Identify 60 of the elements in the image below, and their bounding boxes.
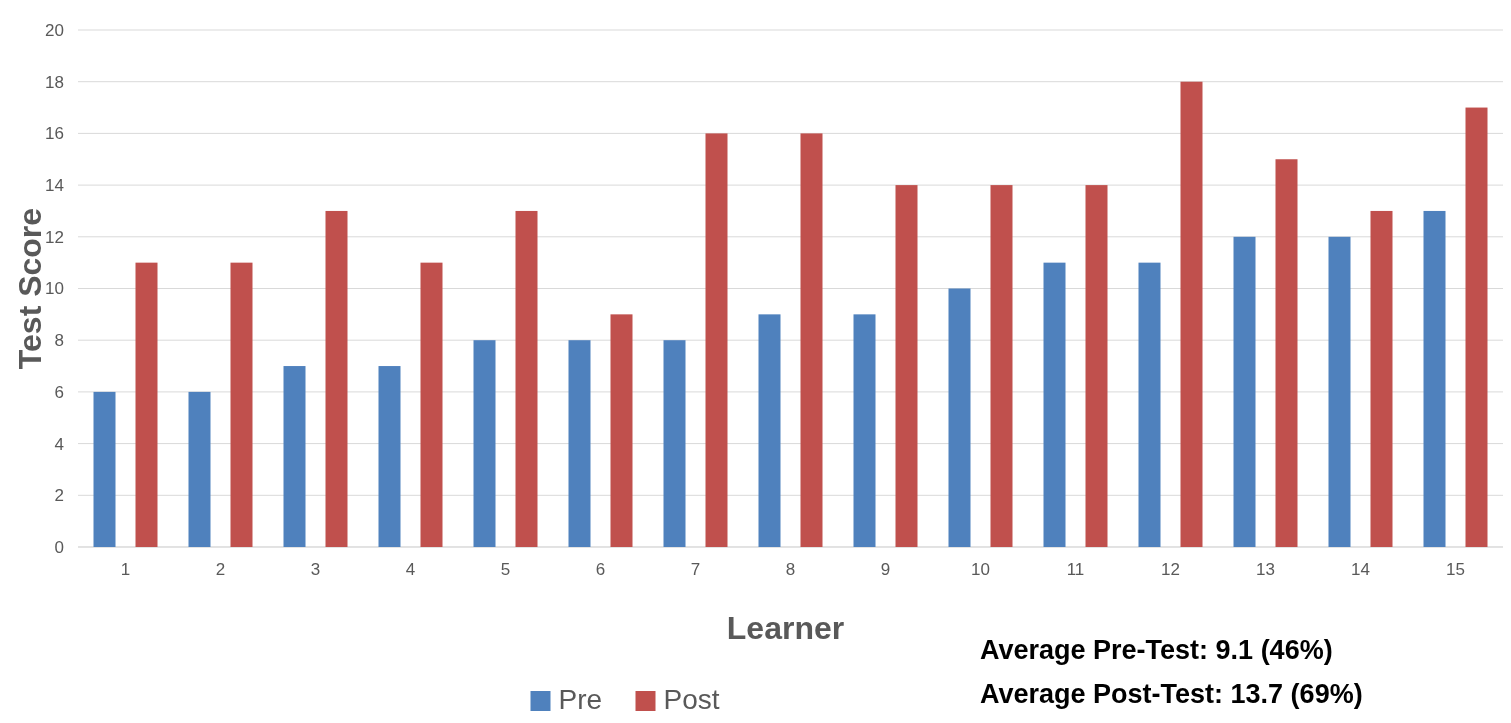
- bar: [1085, 185, 1108, 547]
- x-tick-label: 14: [1351, 560, 1370, 579]
- bar: [188, 391, 211, 547]
- bar: [990, 185, 1013, 547]
- y-tick-label: 16: [45, 124, 64, 144]
- bar: [230, 262, 253, 547]
- x-tick-label: 9: [880, 560, 891, 579]
- y-tick-label: 14: [45, 176, 64, 196]
- y-tick-label: 6: [54, 382, 64, 402]
- y-tick-label: 0: [54, 537, 64, 557]
- bar: [378, 366, 401, 547]
- y-tick-label: 4: [54, 434, 64, 454]
- legend-label: Pre: [558, 684, 603, 715]
- x-tick-label: 12: [1161, 560, 1180, 579]
- bar: [283, 366, 306, 547]
- bar: [473, 340, 496, 547]
- bar: [758, 314, 781, 547]
- bar: [568, 340, 591, 547]
- y-tick-label: 12: [45, 227, 64, 247]
- x-tick-label: 7: [690, 560, 701, 579]
- bar: [93, 391, 116, 547]
- x-tick-label: 2: [215, 560, 226, 579]
- x-tick-label: 10: [971, 560, 990, 579]
- bar: [1423, 210, 1446, 547]
- y-tick-label: 2: [54, 486, 64, 506]
- y-tick-label: 8: [54, 331, 64, 351]
- x-axis-title: Learner: [726, 610, 845, 646]
- bar: [705, 133, 728, 547]
- bar: [1465, 107, 1488, 547]
- bar: [610, 314, 633, 547]
- bar: [853, 314, 876, 547]
- y-tick-label: 20: [45, 20, 64, 40]
- x-tick-label: 3: [310, 560, 321, 579]
- bar: [1328, 236, 1351, 547]
- bar: [1370, 210, 1393, 547]
- bar: [1043, 262, 1066, 547]
- bar: [1233, 236, 1256, 547]
- bar: [948, 288, 971, 547]
- y-tick-label: 18: [45, 72, 64, 92]
- legend-label: Post: [663, 684, 720, 715]
- x-tick-label: 4: [405, 560, 416, 579]
- x-tick-label: 6: [595, 560, 606, 579]
- bar: [135, 262, 158, 547]
- bar: [420, 262, 443, 547]
- text: Average Post-Test: 13.7 (69%): [980, 679, 1363, 709]
- x-tick-label: 13: [1256, 560, 1275, 579]
- x-tick-label: 8: [785, 560, 796, 579]
- bar: [800, 133, 823, 547]
- bar: [1138, 262, 1161, 547]
- bar: [515, 210, 538, 547]
- x-tick-label: 15: [1446, 560, 1465, 579]
- x-tick-label: 5: [500, 560, 511, 579]
- bar: [663, 340, 686, 547]
- text: Average Pre-Test: 9.1 (46%): [980, 635, 1333, 665]
- x-tick-label: 11: [1066, 560, 1085, 579]
- bar: [1275, 159, 1298, 547]
- bar: [895, 185, 918, 547]
- bar: [325, 210, 348, 547]
- x-tick-label: 1: [120, 560, 131, 579]
- bar: [1180, 81, 1203, 547]
